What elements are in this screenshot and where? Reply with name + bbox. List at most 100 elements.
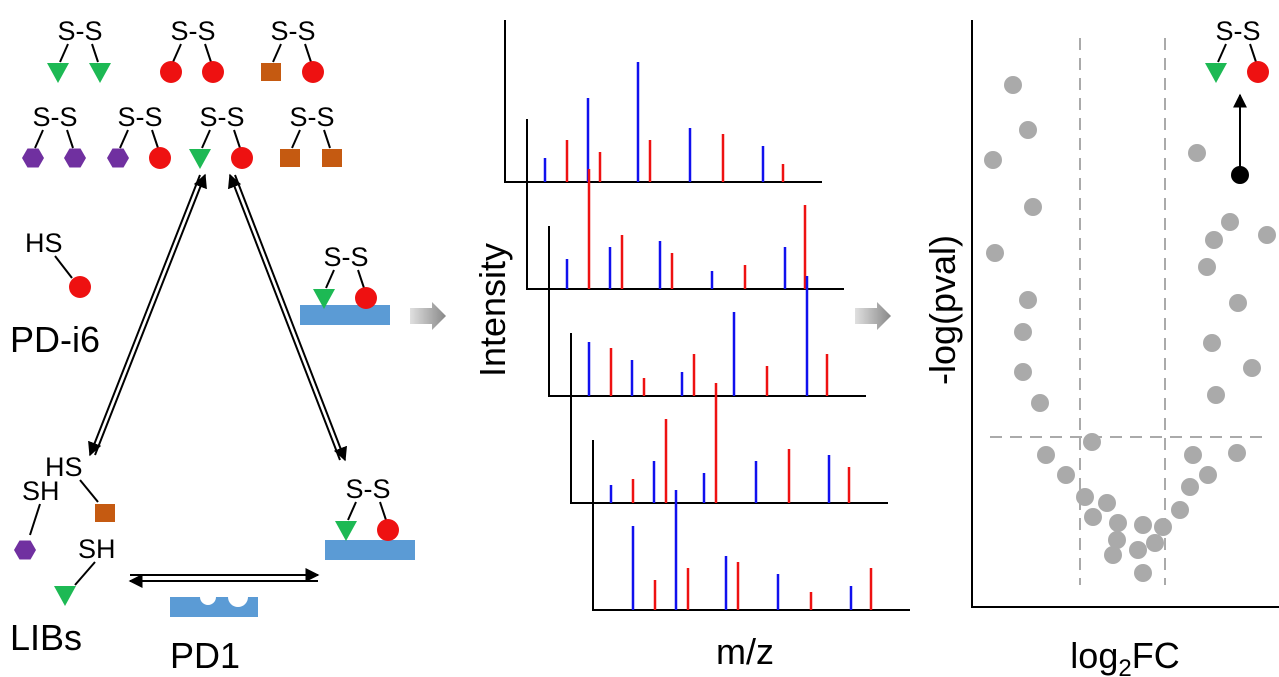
libs-name: LIBs bbox=[10, 617, 82, 658]
bond bbox=[205, 44, 211, 62]
process-arrow bbox=[855, 302, 891, 330]
bond bbox=[234, 130, 240, 148]
y-axis-label: -log(pval) bbox=[922, 235, 963, 385]
y-axis-label: Intensity bbox=[472, 243, 513, 377]
thiol-label: HS bbox=[25, 228, 63, 258]
volcano-point bbox=[1024, 198, 1042, 216]
volcano-point bbox=[1076, 488, 1094, 506]
bond bbox=[92, 44, 98, 62]
equilibrium-arrows bbox=[90, 175, 345, 581]
volcano-point bbox=[1229, 294, 1247, 312]
volcano-point bbox=[1258, 226, 1276, 244]
bond bbox=[1250, 44, 1256, 62]
square bbox=[95, 504, 115, 522]
volcano-point bbox=[1207, 386, 1225, 404]
process-arrow bbox=[410, 302, 446, 330]
volcano-point bbox=[1129, 541, 1147, 559]
bond bbox=[358, 270, 364, 288]
circle bbox=[160, 61, 182, 83]
bond bbox=[35, 130, 43, 148]
volcano-point bbox=[1014, 363, 1032, 381]
bond bbox=[173, 44, 181, 62]
bond bbox=[152, 130, 158, 148]
triangle bbox=[54, 586, 76, 606]
spectrum-axes bbox=[527, 119, 844, 289]
dimer-label: S-S bbox=[57, 16, 102, 46]
volcano-point bbox=[1243, 359, 1261, 377]
bond bbox=[60, 44, 68, 62]
volcano-point bbox=[1146, 534, 1164, 552]
triangle bbox=[335, 521, 357, 541]
square bbox=[280, 149, 300, 167]
triangle bbox=[47, 63, 69, 83]
dimer-label: S-S bbox=[199, 102, 244, 132]
volcano-annotation: S-S bbox=[1215, 16, 1260, 46]
bond bbox=[348, 502, 356, 520]
spectrum-axes bbox=[505, 20, 822, 182]
volcano-point bbox=[1198, 258, 1216, 276]
volcano-point bbox=[1221, 213, 1239, 231]
volcano-point bbox=[1203, 334, 1221, 352]
bond bbox=[292, 130, 300, 148]
dimer-label: S-S bbox=[270, 16, 315, 46]
triangle bbox=[189, 149, 211, 169]
figure: S-S S-S S-S S-S S-S S-S S-S S-S S-S S-S … bbox=[0, 0, 1279, 677]
thiol-label: SH bbox=[78, 534, 116, 564]
volcano-point bbox=[1104, 546, 1122, 564]
bond bbox=[75, 562, 95, 585]
volcano-point bbox=[1134, 564, 1152, 582]
volcano-point bbox=[1019, 121, 1037, 139]
volcano-point bbox=[1083, 433, 1101, 451]
volcano-point bbox=[986, 244, 1004, 262]
spectrum-axes bbox=[549, 226, 866, 396]
volcano-point bbox=[1199, 466, 1217, 484]
square bbox=[322, 149, 342, 167]
triangle bbox=[1205, 63, 1227, 83]
circle bbox=[302, 61, 324, 83]
volcano-point bbox=[1057, 466, 1075, 484]
x-label-subscript: 2 bbox=[1118, 655, 1131, 677]
volcano-point bbox=[1188, 144, 1206, 162]
bond bbox=[305, 44, 311, 62]
circle bbox=[355, 287, 377, 309]
bond bbox=[202, 130, 210, 148]
spectrum-axes bbox=[571, 333, 888, 503]
thiol-label: SH bbox=[22, 476, 60, 506]
x-label-base: log bbox=[1070, 635, 1118, 676]
bond bbox=[80, 480, 98, 502]
volcano-point bbox=[1004, 76, 1022, 94]
protein-shape bbox=[170, 597, 258, 617]
circle bbox=[69, 276, 91, 298]
volcano-point bbox=[1184, 446, 1202, 464]
bond bbox=[324, 130, 330, 148]
bond bbox=[120, 130, 128, 148]
volcano-point bbox=[1154, 518, 1172, 536]
volcano-point bbox=[1181, 478, 1199, 496]
volcano-point bbox=[1014, 323, 1032, 341]
circle bbox=[202, 61, 224, 83]
protein-shape bbox=[325, 540, 415, 560]
protein-name: PD1 bbox=[170, 635, 240, 676]
volcano-point bbox=[984, 151, 1002, 169]
spectrum-axes bbox=[593, 440, 910, 610]
volcano-point bbox=[1098, 494, 1116, 512]
volcano-point bbox=[1037, 446, 1055, 464]
volcano-point bbox=[1134, 516, 1152, 534]
x-axis-label: m/z bbox=[716, 631, 774, 672]
hexagon bbox=[64, 148, 86, 167]
circle bbox=[231, 147, 253, 169]
dimer-label: S-S bbox=[32, 102, 77, 132]
volcano-point bbox=[1109, 514, 1127, 532]
volcano-point bbox=[1019, 291, 1037, 309]
circle bbox=[1247, 61, 1269, 83]
protein-shape bbox=[300, 305, 390, 325]
volcano-point bbox=[1171, 501, 1189, 519]
bond bbox=[380, 502, 386, 520]
probe-name: PD-i6 bbox=[10, 319, 100, 360]
bond bbox=[30, 504, 40, 535]
bond bbox=[273, 44, 281, 62]
dimer-label: S-S bbox=[170, 16, 215, 46]
bond bbox=[67, 130, 73, 148]
dimer-label: S-S bbox=[289, 102, 334, 132]
circle bbox=[149, 147, 171, 169]
